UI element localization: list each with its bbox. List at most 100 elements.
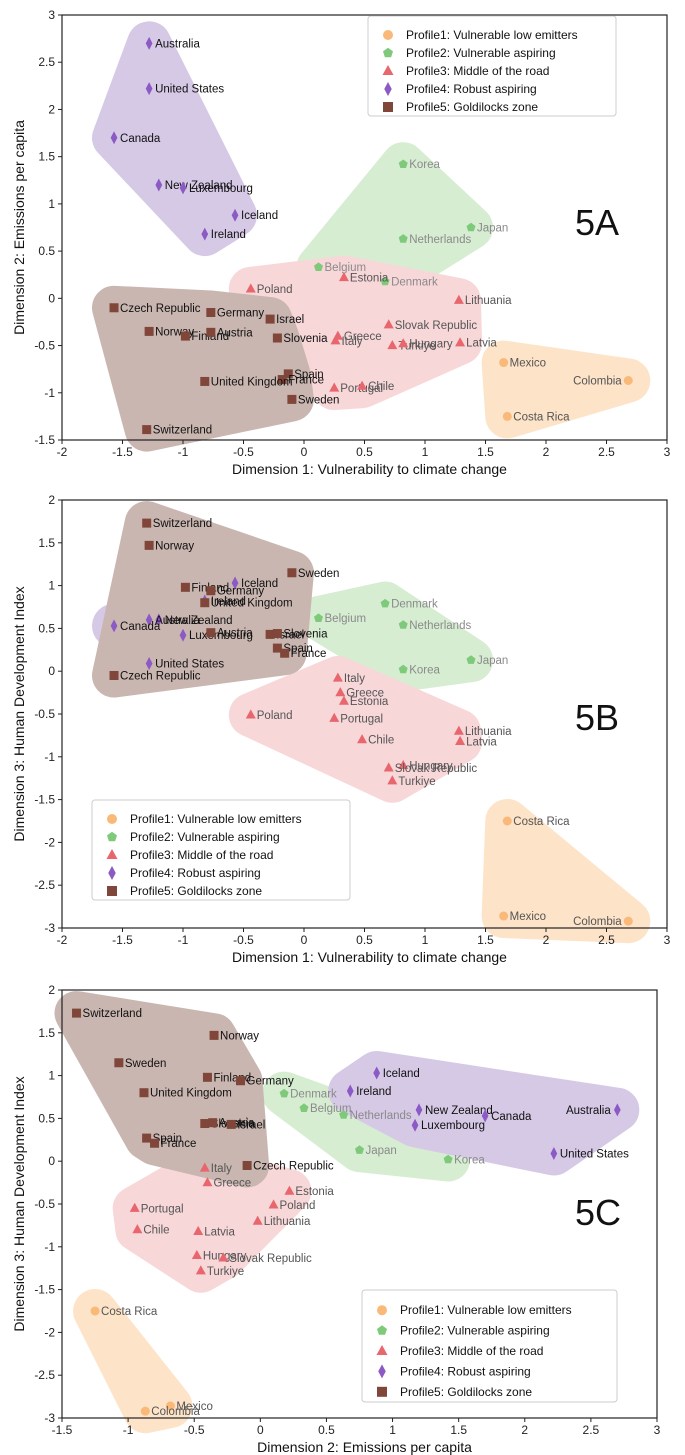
- x-tick-label: 1: [422, 445, 429, 459]
- point-chile: [132, 1224, 143, 1234]
- y-tick-label: 2.5: [38, 55, 55, 69]
- point-denmark: [380, 276, 390, 286]
- point-canada: [110, 131, 118, 145]
- point-label: Spain: [283, 643, 312, 655]
- panel-5c: -1.5 -1 -0.5 0 0.5 1 1.5 2 2.5 3 -3 -2.5 -2 -1.5 -1 -0.…: [11, 983, 661, 1455]
- series-p3: Italy Greece Estonia Poland Portugal Chile Lat…: [129, 1162, 334, 1278]
- point-luxembourg: [179, 628, 187, 642]
- point-latvia: [455, 337, 466, 347]
- legend-label-p1: Profile1: Vulnerable low emitters: [406, 28, 578, 42]
- point-label: Slovenia: [283, 629, 328, 641]
- x-tick-label: 0.5: [356, 445, 373, 459]
- point-australia: [613, 1103, 621, 1117]
- x-tick-label: -1: [178, 933, 189, 947]
- x-axis-label: Dimension 1: Vulnerability to climate ch…: [232, 461, 507, 477]
- series-p5: Czech Republic GermanyIsraelNorwayFinland…: [109, 303, 340, 437]
- legend-box: [91, 799, 351, 901]
- legend-marker-p1: [377, 1305, 387, 1316]
- legend-label-p3: Profile3: Middle of the road: [130, 848, 273, 862]
- point-label: Hungary: [409, 339, 453, 351]
- legend-marker-p1: [107, 814, 117, 824]
- point-austria: [208, 1118, 218, 1128]
- point-austria: [206, 327, 216, 337]
- legend-marker-p3: [376, 1345, 388, 1355]
- point-united-kingdom: [200, 598, 210, 608]
- y-tick-label: -3: [44, 1411, 55, 1425]
- point-label: Latvia: [204, 1226, 235, 1238]
- point-label: Costa Rica: [513, 816, 570, 828]
- point-label: United States: [560, 1148, 629, 1160]
- series-p5: SwitzerlandNorwaySwedenFinlandGermanyUni…: [109, 518, 340, 682]
- point-netherlands: [398, 620, 408, 629]
- point-estonia: [338, 695, 349, 705]
- point-poland: [268, 1199, 279, 1209]
- point-greece: [202, 1177, 213, 1187]
- series-p1: Mexico Colombia Costa Rica: [499, 358, 633, 423]
- point-czech-republic: [109, 303, 119, 313]
- legend-label-p5: Profile5: Goldilocks zone: [406, 100, 538, 114]
- point-korea: [398, 159, 408, 168]
- point-turkiye: [387, 775, 398, 785]
- point-label: Germany: [217, 586, 265, 598]
- y-tick-label: 1: [48, 1069, 55, 1083]
- point-label: Sweden: [298, 568, 340, 580]
- point-label: Switzerland: [153, 425, 212, 437]
- point-label: Mexico: [510, 911, 546, 923]
- point-mexico: [499, 911, 509, 921]
- point-estonia: [338, 272, 349, 282]
- x-tick-label: 2: [543, 933, 550, 947]
- point-label: Greece: [346, 688, 384, 700]
- point-label: Slovak Republic: [395, 320, 478, 332]
- point-switzerland: [72, 1008, 82, 1018]
- point-luxembourg: [411, 1118, 419, 1132]
- point-czech-republic: [109, 670, 119, 680]
- y-tick-label: 0.5: [38, 1111, 55, 1125]
- y-tick-label: -0.5: [34, 339, 55, 353]
- panel-label: 5B: [575, 697, 619, 738]
- y-tick-label: -1.5: [34, 1283, 55, 1297]
- x-tick-label: 2.5: [583, 1423, 600, 1437]
- y-tick-label: -2.5: [34, 1368, 55, 1382]
- point-label: Sweden: [125, 1058, 167, 1070]
- panel-label: 5C: [575, 1192, 621, 1233]
- point-colombia: [623, 376, 633, 385]
- x-tick-label: -2: [57, 445, 68, 459]
- point-canada: [481, 1109, 489, 1123]
- point-lithuania: [252, 1215, 263, 1225]
- y-tick-label: -0.5: [34, 1197, 55, 1211]
- y-tick-label: 1.5: [38, 150, 55, 164]
- y-tick-label: -3: [44, 921, 55, 935]
- point-label: Denmark: [391, 599, 438, 611]
- point-label: Chile: [368, 381, 394, 393]
- legend-marker-p3: [382, 65, 394, 75]
- legend-label-p5: Profile5: Goldilocks zone: [400, 1385, 532, 1399]
- point-label: Lithuania: [465, 295, 512, 307]
- x-tick-label: -0.5: [184, 1423, 205, 1437]
- point-label: Norway: [220, 1030, 259, 1042]
- y-tick-label: 0: [48, 664, 55, 678]
- y-tick-label: 1.5: [38, 536, 55, 550]
- y-axis-label: Dimension 2: Emissions per capita: [11, 120, 27, 335]
- point-greece: [335, 687, 346, 697]
- point-label: United States: [155, 84, 224, 96]
- point-label: Israel: [276, 629, 304, 641]
- point-australia: [145, 613, 153, 627]
- point-united-states: [550, 1146, 558, 1160]
- legend-label-p2: Profile2: Vulnerable aspiring: [406, 46, 556, 60]
- point-label: Sweden: [298, 394, 340, 406]
- point-belgium: [299, 1103, 309, 1112]
- point-label: Mexico: [510, 358, 546, 370]
- point-label: Japan: [477, 655, 508, 667]
- point-mexico: [165, 1401, 175, 1411]
- point-norway: [144, 540, 154, 550]
- legend-marker-p4: [378, 1364, 386, 1379]
- point-label: Luxembourg: [421, 1120, 485, 1132]
- point-portugal: [329, 712, 340, 722]
- legend-marker-p4: [108, 866, 116, 880]
- x-axis-label: Dimension 2: Emissions per capita: [257, 1439, 472, 1455]
- point-korea: [443, 1154, 453, 1164]
